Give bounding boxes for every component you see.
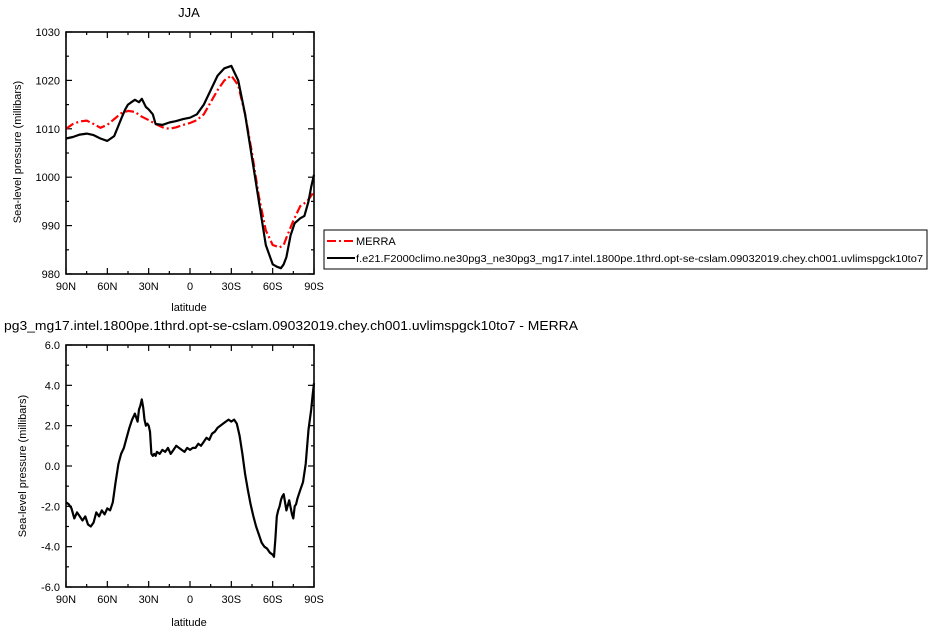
x-tick-label: 60S xyxy=(263,594,283,606)
y-tick-label: 0.0 xyxy=(45,461,60,473)
series-lines xyxy=(65,64,316,270)
y-tick-label: 1000 xyxy=(36,172,60,184)
series-line-0 xyxy=(65,383,316,558)
x-tick-label: 90S xyxy=(304,594,324,606)
chart-title: pg3_mg17.intel.1800pe.1thrd.opt-se-cslam… xyxy=(4,319,579,333)
y-tick-label: 990 xyxy=(42,221,60,233)
y-tick-label: -6.0 xyxy=(41,582,60,594)
legend-label-model: f.e21.F2000climo.ne30pg3_ne30pg3_mg17.in… xyxy=(356,253,923,265)
x-tick-label: 30N xyxy=(139,594,159,606)
plot-frame xyxy=(65,344,315,588)
y-tick-label: 1030 xyxy=(36,27,60,39)
series-line-0 xyxy=(65,74,315,249)
x-tick-label: 0 xyxy=(187,594,193,606)
y-tick-label: 1020 xyxy=(36,75,60,87)
x-tick-label: 30N xyxy=(139,281,159,293)
series-lines xyxy=(65,383,316,558)
chart-title: JJA xyxy=(178,5,200,20)
axis-ticks: 90N 60N 30N 0 30S 60S 90S 980 990 1000 1010 1020 103… xyxy=(36,27,324,293)
legend: MERRA f.e21.F2000climo.ne30pg3_ne30pg3_m… xyxy=(323,229,928,270)
x-tick-label: 90N xyxy=(56,281,76,293)
axis-ticks: 90N 60N 30N 0 30S 60S 90S -6.0 -4.0 -2.0 0.0 2.0 4.0… xyxy=(41,340,324,606)
panel-seasonal-slp: JJA Sea-level pressure (millibars) latit… xyxy=(12,5,324,314)
x-tick-label: 60N xyxy=(97,594,117,606)
x-tick-label: 90S xyxy=(304,281,324,293)
x-tick-label: 0 xyxy=(187,281,193,293)
y-axis-label: Sea-level pressure (millibars) xyxy=(12,81,24,223)
plot-frame xyxy=(65,31,315,275)
panel-difference: pg3_mg17.intel.1800pe.1thrd.opt-se-cslam… xyxy=(4,319,579,629)
y-tick-label: 4.0 xyxy=(45,380,60,392)
legend-box xyxy=(323,229,928,270)
x-tick-label: 90N xyxy=(56,594,76,606)
legend-label-merra: MERRA xyxy=(356,236,396,248)
y-tick-label: 2.0 xyxy=(45,421,60,433)
y-tick-label: -4.0 xyxy=(41,542,60,554)
series-line-1 xyxy=(65,64,316,270)
y-tick-label: 6.0 xyxy=(45,340,60,352)
x-tick-label: 60S xyxy=(263,281,283,293)
y-axis-label: Sea-level pressure (millibars) xyxy=(17,395,29,537)
y-tick-label: 1010 xyxy=(36,124,60,136)
y-tick-label: 980 xyxy=(42,269,60,281)
y-tick-label: -2.0 xyxy=(41,501,60,513)
x-axis-label: latitude xyxy=(171,302,206,314)
x-axis-label: latitude xyxy=(171,617,206,629)
x-tick-label: 30S xyxy=(222,594,242,606)
x-tick-label: 30S xyxy=(222,281,242,293)
x-tick-label: 60N xyxy=(97,281,117,293)
